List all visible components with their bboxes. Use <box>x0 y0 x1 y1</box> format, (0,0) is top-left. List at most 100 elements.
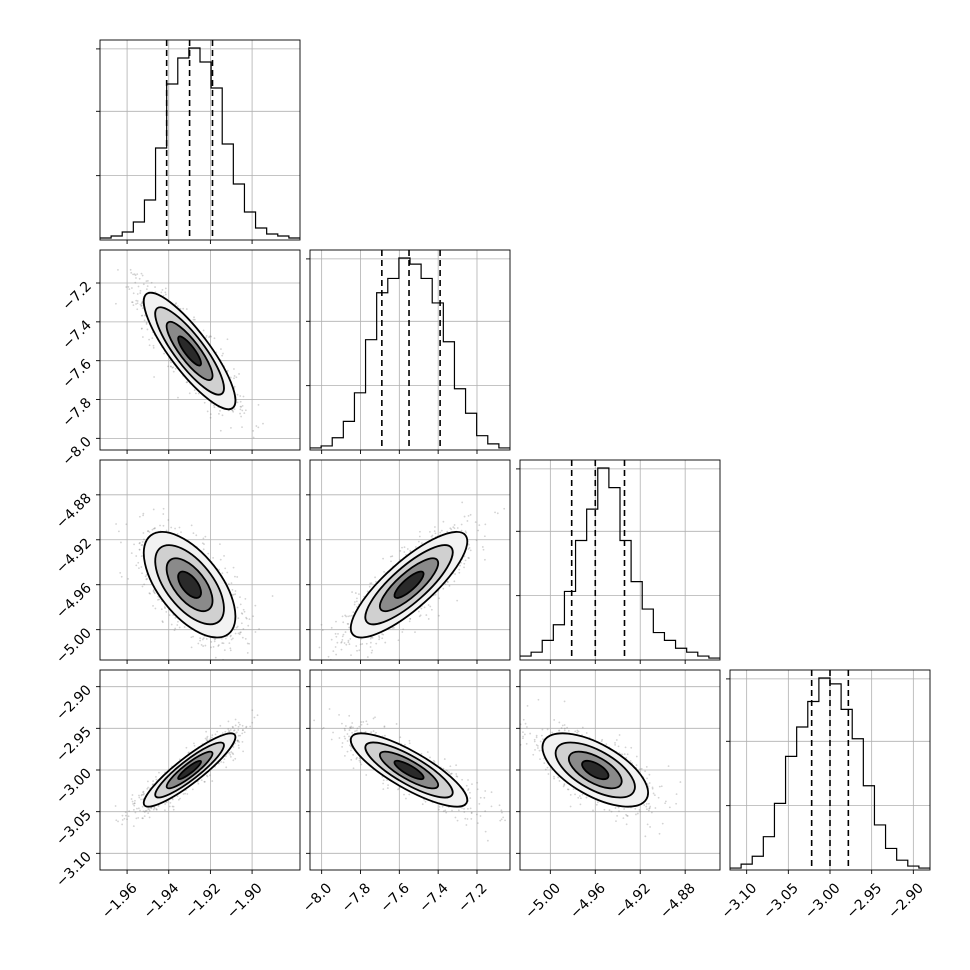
scatter-point <box>427 604 430 606</box>
scatter-point <box>458 571 461 574</box>
scatter-point <box>453 580 456 583</box>
scatter-point <box>134 281 137 284</box>
scatter-point <box>135 817 138 820</box>
scatter-point <box>335 635 338 638</box>
scatter-point <box>375 642 378 645</box>
scatter-point <box>139 292 142 294</box>
scatter-point <box>197 392 200 395</box>
panel-frame <box>309 249 511 451</box>
scatter-point <box>136 293 139 295</box>
scatter-point <box>232 566 235 569</box>
scatter-point <box>466 520 469 522</box>
scatter-point <box>209 416 212 419</box>
scatter-point <box>210 646 212 649</box>
scatter-point <box>369 646 372 648</box>
scatter-point <box>186 381 189 384</box>
scatter-point <box>193 318 196 321</box>
scatter-point <box>232 410 235 413</box>
scatter-point <box>352 611 355 614</box>
scatter-point <box>320 623 323 626</box>
scatter-point <box>147 279 149 282</box>
scatter-point <box>429 605 432 608</box>
scatter-point <box>371 636 374 639</box>
scatter-point <box>141 540 144 543</box>
scatter-point <box>484 523 487 526</box>
scatter-point <box>332 650 335 653</box>
scatter-point <box>175 302 178 305</box>
scatter-point <box>378 636 381 639</box>
scatter-point <box>347 641 350 644</box>
scatter-point <box>358 649 361 652</box>
scatter-point <box>390 560 392 563</box>
scatter-point <box>182 307 185 310</box>
scatter-point <box>419 614 422 617</box>
scatter-point <box>199 639 202 642</box>
scatter-point <box>147 530 150 532</box>
scatter-point <box>115 302 117 305</box>
scatter-point <box>446 580 449 583</box>
scatter-point <box>140 555 143 558</box>
scatter-point <box>131 794 134 796</box>
scatter-point <box>195 534 198 537</box>
scatter-point <box>440 529 443 532</box>
scatter-point <box>223 555 225 557</box>
scatter-point <box>158 598 161 601</box>
scatter-point <box>168 614 171 617</box>
scatter-point <box>467 515 470 517</box>
scatter-point <box>405 553 407 556</box>
scatter-point <box>230 634 232 637</box>
scatter-point <box>239 400 242 403</box>
scatter-point <box>378 635 380 637</box>
scatter-point <box>237 617 240 620</box>
scatter-point <box>141 274 144 277</box>
scatter-point <box>140 327 143 330</box>
scatter-point <box>232 593 235 596</box>
scatter-point <box>128 288 131 291</box>
scatter-point <box>197 642 200 645</box>
scatter-point <box>351 591 353 593</box>
scatter-point <box>200 644 203 646</box>
scatter-point <box>237 739 240 742</box>
scatter-point <box>239 408 242 411</box>
scatter-point <box>214 656 217 659</box>
contour-0.5-sigma <box>177 570 202 599</box>
scatter-point <box>346 622 349 625</box>
scatter-point <box>220 348 222 350</box>
scatter-point <box>456 527 459 529</box>
scatter-point <box>219 543 221 546</box>
scatter-point <box>245 616 247 619</box>
scatter-point <box>232 753 235 756</box>
scatter-point <box>227 720 230 723</box>
scatter-point <box>176 624 179 626</box>
scatter-point <box>139 289 142 292</box>
scatter-point <box>213 337 216 340</box>
scatter-point <box>370 651 373 654</box>
scatter-point <box>460 523 463 526</box>
scatter-point <box>391 626 394 629</box>
scatter-point <box>180 531 182 534</box>
scatter-point <box>402 628 405 631</box>
scatter-point <box>140 544 143 547</box>
scatter-point <box>132 273 134 276</box>
scatter-point <box>117 820 119 823</box>
scatter-point <box>204 535 207 538</box>
scatter-point <box>202 637 205 640</box>
scatter-point <box>344 631 347 633</box>
scatter-point <box>254 604 257 607</box>
scatter-point <box>234 757 237 760</box>
scatter-point <box>170 526 173 529</box>
scatter-point <box>190 524 193 527</box>
scatter-point <box>184 792 187 795</box>
scatter-point <box>356 597 358 600</box>
scatter-point <box>137 561 140 564</box>
scatter-point <box>146 285 149 288</box>
scatter-point <box>210 335 212 338</box>
scatter-point <box>442 587 445 590</box>
scatter-point <box>366 656 369 658</box>
scatter-point <box>418 530 421 533</box>
scatter-point <box>375 580 377 583</box>
scatter-point <box>218 660 220 662</box>
scatter-point <box>483 535 486 538</box>
scatter-point <box>190 636 193 639</box>
